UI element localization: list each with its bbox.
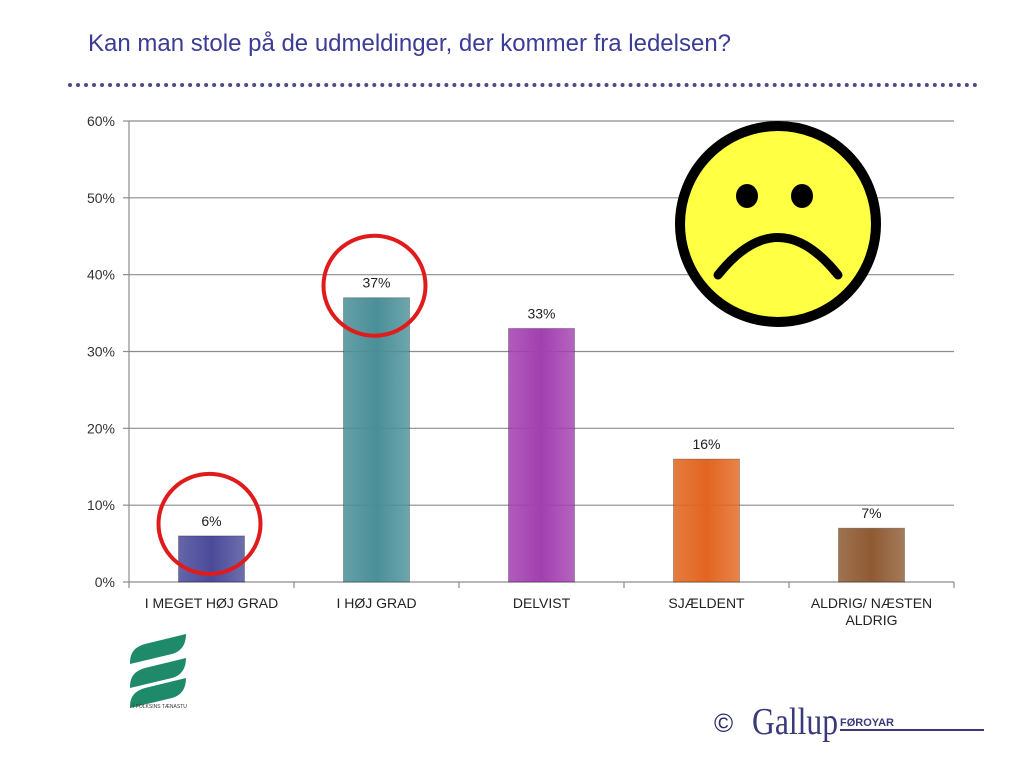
logo-caption: - Í FÓLKSINS TÆNASTU bbox=[130, 703, 187, 710]
bar bbox=[838, 527, 905, 583]
copyright-symbol: © bbox=[714, 708, 733, 738]
x-category-label: DELVIST bbox=[513, 595, 571, 611]
title-divider bbox=[68, 83, 978, 87]
x-category-label: I MEGET HØJ GRAD bbox=[145, 595, 279, 611]
bar-value-label: 37% bbox=[362, 275, 390, 291]
bar-value-label: 7% bbox=[861, 505, 881, 521]
x-category-label: SJÆLDENT bbox=[668, 595, 745, 611]
brand-suffix: FØROYAR bbox=[840, 717, 894, 729]
highlight-circle bbox=[156, 471, 263, 576]
y-tick-label: 50% bbox=[87, 190, 115, 206]
bar bbox=[673, 458, 740, 583]
y-tick-label: 40% bbox=[87, 267, 115, 283]
y-tick-label: 10% bbox=[87, 497, 115, 513]
bar-value-label: 33% bbox=[527, 305, 555, 321]
x-category-label: I HØJ GRAD bbox=[336, 595, 416, 611]
y-tick-label: 20% bbox=[87, 420, 115, 436]
brand-name: Gallup bbox=[752, 701, 838, 743]
bar-value-label: 6% bbox=[201, 513, 221, 529]
x-category-label: ALDRIG bbox=[845, 612, 897, 628]
logo-emblem-icon bbox=[130, 634, 186, 708]
highlight-circle bbox=[321, 233, 428, 338]
x-category-label: ALDRIG/ NÆSTEN bbox=[811, 595, 932, 611]
y-tick-label: 0% bbox=[95, 574, 115, 590]
bar bbox=[508, 327, 575, 583]
bar-value-label: 16% bbox=[692, 436, 720, 452]
slide-title: Kan man stole på de udmeldinger, der kom… bbox=[88, 30, 732, 57]
bar bbox=[343, 297, 410, 583]
y-tick-label: 30% bbox=[87, 344, 115, 360]
y-tick-label: 60% bbox=[87, 113, 115, 129]
